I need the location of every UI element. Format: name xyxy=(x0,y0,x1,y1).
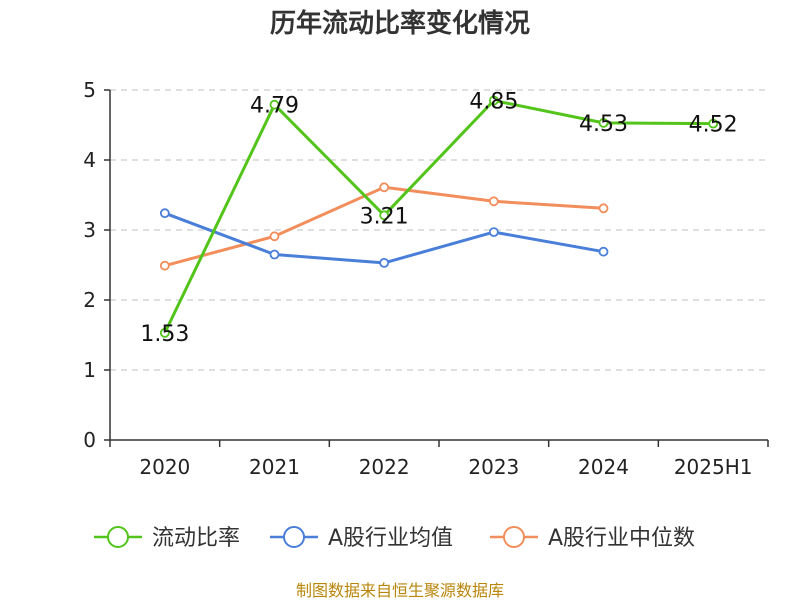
legend-item-1[interactable]: A股行业均值 xyxy=(270,526,453,551)
data-point[interactable] xyxy=(598,246,609,257)
y-tick-label: 1 xyxy=(83,358,96,382)
data-point[interactable] xyxy=(269,99,280,110)
data-point[interactable] xyxy=(598,203,609,214)
legend-label: A股行业中位数 xyxy=(548,526,695,551)
data-point[interactable] xyxy=(159,208,170,219)
y-tick-label: 0 xyxy=(83,428,96,452)
legend-marker xyxy=(107,526,129,548)
x-tick-label: 2023 xyxy=(468,455,519,479)
data-label: 3.21 xyxy=(360,204,409,229)
data-point[interactable] xyxy=(379,210,390,221)
source-note: 制图数据来自恒生聚源数据库 xyxy=(296,581,504,600)
series-group xyxy=(159,95,719,338)
legend[interactable]: 流动比率 A股行业均值 A股行业中位数 xyxy=(94,526,695,551)
data-point[interactable] xyxy=(379,257,390,268)
axes: 0 1 2 3 4 5 2020 2021 2022 2023 2024 2025H1 xyxy=(83,78,769,479)
data-point[interactable] xyxy=(488,196,499,207)
legend-label: 流动比率 xyxy=(152,526,240,551)
data-label: 4.79 xyxy=(250,94,299,119)
legend-marker xyxy=(283,526,305,548)
data-point[interactable] xyxy=(598,118,609,128)
legend-item-2[interactable]: A股行业中位数 xyxy=(490,526,695,551)
y-tick-label: 5 xyxy=(83,78,96,102)
series-line-0 xyxy=(163,99,714,334)
y-tick-label: 2 xyxy=(83,288,96,312)
data-label: 4.52 xyxy=(689,113,738,138)
data-label: 1.53 xyxy=(140,322,189,347)
y-tick-label: 3 xyxy=(83,218,96,242)
x-tick-label: 2025H1 xyxy=(674,455,753,479)
legend-item-0[interactable]: 流动比率 xyxy=(94,526,240,551)
data-labels: 1.53 4.79 3.21 4.85 4.53 4.52 xyxy=(140,90,737,347)
data-point[interactable] xyxy=(488,95,499,106)
x-tick-label: 2022 xyxy=(359,455,410,479)
data-label: 4.53 xyxy=(579,112,628,137)
data-point[interactable] xyxy=(488,227,499,238)
data-point[interactable] xyxy=(708,118,719,129)
x-tick-label: 2021 xyxy=(249,455,300,479)
chart-title: 历年流动比率变化情况 xyxy=(270,8,530,39)
data-point[interactable] xyxy=(159,327,170,338)
x-tick-label: 2020 xyxy=(139,455,190,479)
data-point[interactable] xyxy=(269,249,280,260)
data-point[interactable] xyxy=(269,231,280,242)
x-tick-label: 2024 xyxy=(578,455,629,479)
data-point[interactable] xyxy=(159,260,170,271)
legend-label: A股行业均值 xyxy=(328,526,453,551)
y-tick-label: 4 xyxy=(83,148,96,172)
data-label: 4.85 xyxy=(469,90,518,115)
legend-marker xyxy=(503,526,525,548)
data-point[interactable] xyxy=(379,182,390,193)
